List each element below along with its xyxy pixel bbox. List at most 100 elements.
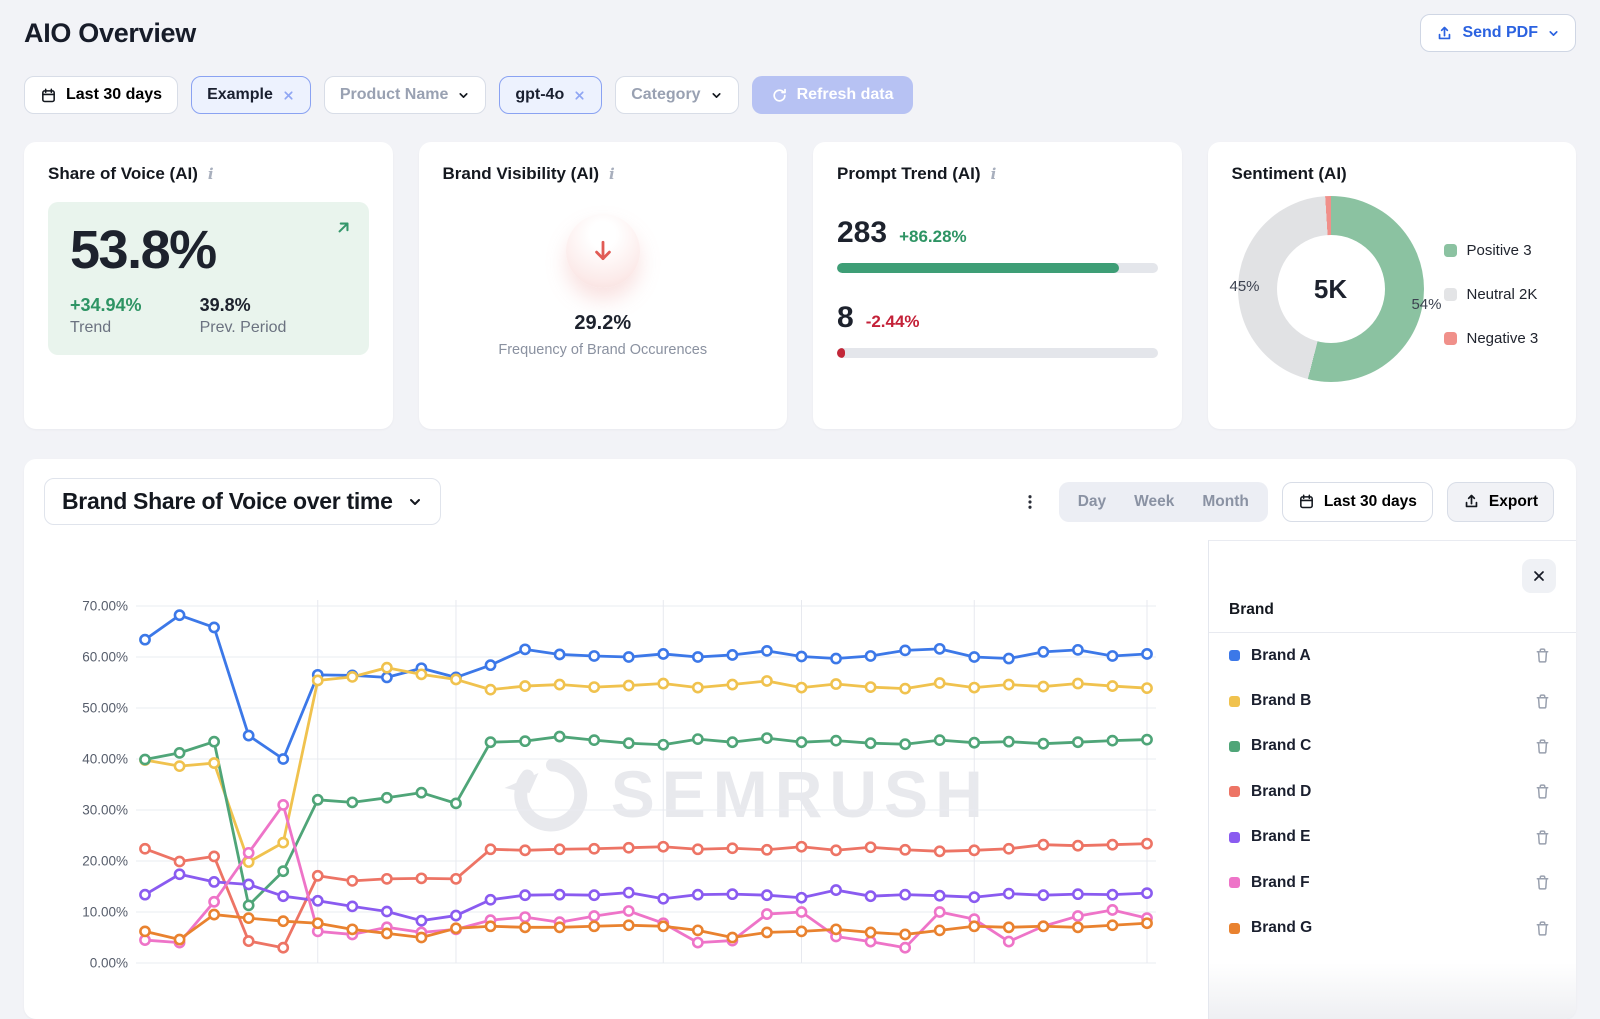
chart-date-range-button[interactable]: Last 30 days (1281, 481, 1433, 522)
brand-list: Brand A Brand B Brand C Brand D Brand E Brand… (1229, 633, 1554, 951)
legend-swatch (1443, 288, 1457, 301)
brand-row-brand-e[interactable]: Brand E (1229, 815, 1554, 860)
category-select[interactable]: Category (615, 76, 739, 114)
product-name-select[interactable]: Product Name (323, 76, 487, 114)
brand-name: Brand F (1251, 873, 1310, 891)
delete-brand-button[interactable] (1531, 780, 1554, 803)
tab-month[interactable]: Month (1202, 492, 1249, 510)
trash-icon (1533, 919, 1552, 938)
prev-period-value: 39.8% (199, 294, 251, 315)
brand-color-dot (1229, 922, 1240, 934)
brand-visibility-subtitle: Frequency of Brand Occurences (498, 342, 708, 358)
page-title: AIO Overview (24, 17, 196, 48)
brand-row-brand-d[interactable]: Brand D (1229, 769, 1554, 814)
card-title: Share of Voice (AI) (48, 164, 198, 183)
delete-brand-button[interactable] (1531, 917, 1554, 940)
y-tick-label: 60.00% (82, 649, 128, 665)
brand-sov-chart-card: Brand Share of Voice over time Day Week Mo… (24, 459, 1576, 1019)
brand-row-brand-f[interactable]: Brand F (1229, 860, 1554, 905)
sov-line-chart[interactable] (136, 596, 1156, 968)
info-icon[interactable]: i (609, 165, 615, 183)
info-icon[interactable]: i (207, 165, 214, 183)
chart-body: SEMRUSH 70.00% 60.00% 50.00% 40.00% 30.00% 20… (24, 540, 1576, 1019)
info-icon[interactable]: i (990, 165, 997, 183)
refresh-icon (771, 87, 788, 104)
brand-name: Brand A (1251, 646, 1311, 664)
y-tick-label: 20.00% (82, 853, 128, 869)
donut-hole: 5K (1276, 235, 1385, 343)
prompt-progress-fill (837, 263, 1120, 273)
delete-brand-button[interactable] (1531, 871, 1554, 894)
date-range-button[interactable]: Last 30 days (24, 76, 179, 114)
y-tick-label: 70.00% (82, 598, 128, 614)
filter-chip-gpt-4o[interactable]: gpt-4o (499, 76, 603, 114)
brand-name: Brand C (1251, 737, 1312, 755)
brand-color-dot (1229, 831, 1240, 843)
category-select-label: Category (631, 86, 701, 103)
brand-visibility-card: Brand Visibility (AI) i 29.2% Frequency … (418, 142, 787, 429)
brand-visibility-value: 29.2% (574, 312, 632, 334)
prompt-progress-track (837, 263, 1158, 273)
prompt-trend-card: Prompt Trend (AI) i 283 +86.28% 8 -2.44% (813, 142, 1182, 429)
y-axis-labels: 70.00% 60.00% 50.00% 40.00% 30.00% 20.00% 10.0… (32, 540, 128, 1019)
card-title: Sentiment (AI) (1231, 164, 1347, 183)
sentiment-legend: Positive 3 Neutral 2K Negative 3 (1443, 196, 1539, 382)
share-of-voice-highlight: 53.8% +34.94% Trend 39.8% Prev. Period (48, 202, 369, 355)
brand-panel-header: Brand (1209, 601, 1576, 633)
kebab-menu-icon[interactable] (1015, 487, 1045, 517)
kpi-cards-row: Share of Voice (AI) i 53.8% +34.94% Tren… (24, 142, 1576, 429)
chart-header: Brand Share of Voice over time Day Week Mo… (24, 459, 1576, 540)
brand-name: Brand E (1251, 828, 1311, 846)
delete-brand-button[interactable] (1531, 735, 1554, 758)
brand-name: Brand D (1251, 782, 1312, 800)
refresh-data-button[interactable]: Refresh data (751, 76, 913, 114)
chart-area: SEMRUSH 70.00% 60.00% 50.00% 40.00% 30.00% 20… (24, 540, 1208, 1019)
y-tick-label: 0.00% (89, 955, 128, 971)
tab-week[interactable]: Week (1134, 492, 1175, 510)
calendar-icon (1298, 493, 1315, 510)
brand-row-brand-b[interactable]: Brand B (1229, 678, 1554, 723)
delete-brand-button[interactable] (1531, 826, 1554, 849)
prompt-count-change: +86.28% (899, 227, 967, 246)
y-tick-label: 40.00% (82, 751, 128, 767)
legend-swatch (1443, 332, 1457, 345)
arrow-down-icon (589, 237, 617, 265)
close-icon (1531, 568, 1547, 584)
brand-color-dot (1229, 877, 1240, 889)
share-of-voice-value: 53.8% (70, 220, 217, 280)
tab-day[interactable]: Day (1077, 492, 1107, 510)
export-button[interactable]: Export (1446, 481, 1554, 522)
sentiment-donut[interactable]: 5K 45% 54% (1230, 196, 1442, 382)
remove-filter-icon[interactable] (282, 89, 295, 102)
trend-value: +34.94% (70, 294, 142, 315)
close-panel-button[interactable] (1522, 559, 1556, 593)
legend-label: Negative 3 (1466, 330, 1539, 347)
trash-icon (1533, 737, 1552, 756)
chevron-down-icon (457, 89, 470, 102)
y-tick-label: 30.00% (82, 802, 128, 818)
chart-type-select[interactable]: Brand Share of Voice over time (44, 478, 441, 525)
trash-icon (1533, 646, 1552, 665)
chart-date-range-label: Last 30 days (1323, 492, 1417, 510)
filter-chip-example[interactable]: Example (191, 76, 311, 114)
product-name-select-label: Product Name (339, 86, 449, 103)
send-pdf-button[interactable]: Send PDF (1420, 14, 1576, 52)
sentiment-card: Sentiment (AI) 5K 45% 54% Positive 3 Neut… (1207, 142, 1576, 429)
y-tick-label: 10.00% (82, 904, 128, 920)
legend-label: Positive 3 (1466, 242, 1532, 259)
sentiment-total: 5K (1313, 273, 1348, 304)
remove-filter-icon[interactable] (573, 89, 586, 102)
delete-brand-button[interactable] (1531, 690, 1554, 713)
delete-brand-button[interactable] (1531, 644, 1554, 667)
neutral-pct-label: 45% (1229, 277, 1260, 295)
brand-row-brand-a[interactable]: Brand A (1229, 633, 1554, 678)
brand-legend-panel: Brand Brand A Brand B Brand C Brand D Brand … (1208, 540, 1576, 1019)
brand-row-brand-c[interactable]: Brand C (1229, 724, 1554, 769)
upload-icon (1463, 493, 1480, 510)
card-title: Brand Visibility (AI) (442, 164, 600, 183)
prev-period-label: Prev. Period (199, 318, 287, 336)
sentiment-legend-item: Negative 3 (1443, 330, 1539, 347)
brand-row-brand-g[interactable]: Brand G (1229, 905, 1554, 950)
sentiment-legend-item: Neutral 2K (1443, 286, 1539, 303)
